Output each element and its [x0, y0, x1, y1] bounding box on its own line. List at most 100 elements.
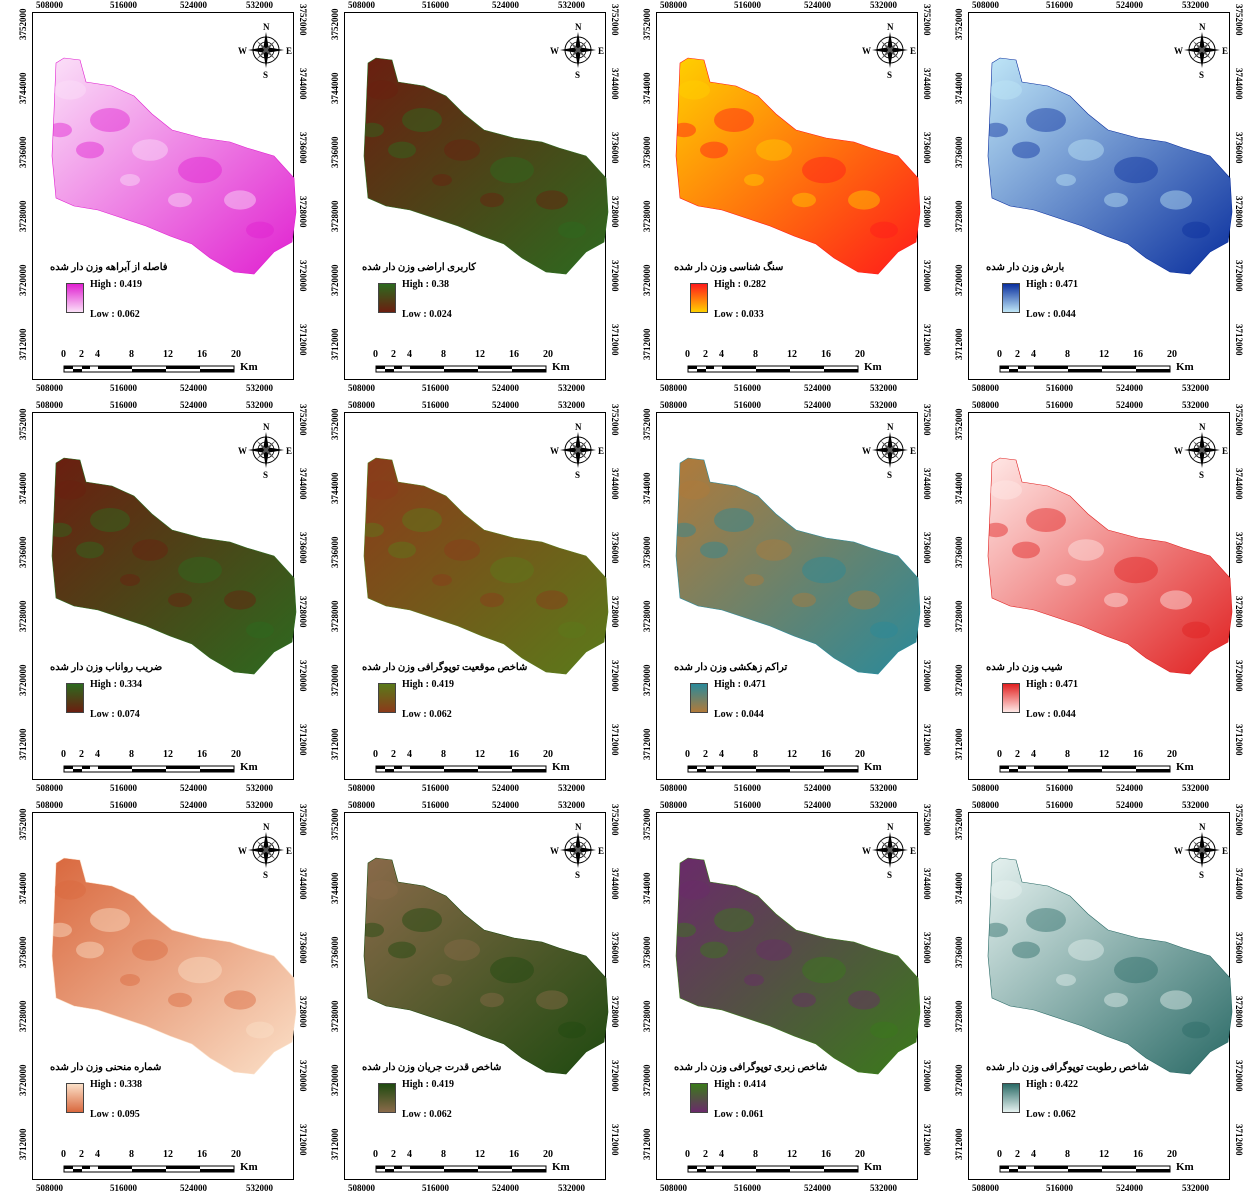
x-tick-label-top: 524000 — [492, 800, 519, 810]
basin-shape — [675, 857, 921, 1075]
x-tick-label-bottom: 516000 — [1046, 383, 1073, 393]
basin-shape — [987, 857, 1233, 1075]
legend-swatch — [690, 283, 708, 313]
compass-letter-s: S — [263, 470, 269, 480]
basin-texture — [364, 80, 586, 239]
x-tick-label-top: 524000 — [1116, 800, 1143, 810]
basin-shape — [363, 57, 609, 275]
scale-bar — [687, 365, 859, 373]
basin-shape — [363, 857, 609, 1075]
compass-letter-n: N — [575, 822, 582, 832]
compass-letter-e: E — [910, 846, 917, 856]
scale-label: 20 — [1167, 349, 1177, 360]
scale-label: 12 — [163, 749, 173, 760]
scale-label: 0 — [685, 1149, 690, 1160]
legend-title: فاصله از آبراهه وزن دار شده — [50, 262, 168, 273]
scale-label: 2 — [79, 349, 84, 360]
scale-bar — [375, 765, 547, 773]
legend-high: High : 0.282 — [714, 279, 766, 290]
scale-label: 4 — [95, 349, 100, 360]
scale-label: 20 — [231, 749, 241, 760]
scale-label: 20 — [543, 749, 553, 760]
scale-bar — [63, 365, 235, 373]
x-tick-label-bottom: 524000 — [804, 1183, 831, 1193]
legend-high: High : 0.419 — [90, 279, 142, 290]
basin-texture — [52, 880, 274, 1039]
scale-label: 2 — [1015, 349, 1020, 360]
scale-label: 8 — [1065, 749, 1070, 760]
x-tick-label-bottom: 532000 — [1182, 1183, 1209, 1193]
compass-letter-e: E — [1222, 46, 1229, 56]
compass-letter-n: N — [1199, 22, 1206, 32]
compass-letter-n: N — [887, 22, 894, 32]
scale-bar — [687, 1165, 859, 1173]
scale-label: 4 — [1031, 1149, 1036, 1160]
scale-label: 4 — [719, 1149, 724, 1160]
compass-letter-n: N — [263, 422, 270, 432]
x-tick-label-top: 524000 — [180, 0, 207, 10]
x-tick-label-bottom: 524000 — [492, 1183, 519, 1193]
scale-label: 2 — [391, 1149, 396, 1160]
x-tick-label-bottom: 524000 — [1116, 383, 1143, 393]
compass-rose-icon — [1184, 832, 1220, 868]
scale-unit: Km — [552, 361, 570, 373]
x-tick-label-top: 516000 — [1046, 0, 1073, 10]
scale-bar — [375, 365, 547, 373]
x-tick-label-top: 508000 — [36, 0, 63, 10]
x-tick-label-top: 508000 — [348, 0, 375, 10]
scale-label: 12 — [1099, 1149, 1109, 1160]
scale-label: 2 — [79, 749, 84, 760]
map-panel: 508000 508000 516000 516000 524000 524000 5320… — [936, 0, 1247, 400]
map-svg — [987, 832, 1233, 1173]
scale-label: 20 — [231, 349, 241, 360]
compass-letter-w: W — [238, 846, 247, 856]
scale-label: 12 — [475, 749, 485, 760]
x-tick-label-bottom: 516000 — [110, 783, 137, 793]
x-tick-label-bottom: 524000 — [180, 783, 207, 793]
scale-unit: Km — [1176, 361, 1194, 373]
scale-label: 12 — [787, 349, 797, 360]
map-panel: 508000 508000 516000 516000 524000 524000 5320… — [0, 800, 312, 1200]
legend-swatch — [690, 1083, 708, 1113]
compass-letter-s: S — [887, 470, 893, 480]
legend-low: Low : 0.044 — [1026, 709, 1076, 720]
compass-letter-s: S — [263, 870, 269, 880]
x-tick-label-bottom: 516000 — [734, 1183, 761, 1193]
scale-label: 4 — [407, 349, 412, 360]
compass-letter-s: S — [1199, 70, 1205, 80]
scale-label: 2 — [391, 349, 396, 360]
map-svg — [363, 432, 609, 773]
compass-letter-n: N — [887, 422, 894, 432]
legend-swatch — [66, 683, 84, 713]
scale-label: 16 — [197, 349, 207, 360]
scale-label: 0 — [373, 1149, 378, 1160]
compass-rose-icon — [560, 32, 596, 68]
scale-label: 16 — [1133, 749, 1143, 760]
x-tick-label-top: 516000 — [422, 400, 449, 410]
x-tick-label-bottom: 532000 — [870, 783, 897, 793]
compass-letter-s: S — [263, 70, 269, 80]
compass-letter-e: E — [286, 846, 293, 856]
x-tick-label-top: 532000 — [246, 400, 273, 410]
scale-label: 0 — [997, 749, 1002, 760]
x-tick-label-top: 508000 — [660, 800, 687, 810]
x-tick-label-top: 516000 — [1046, 800, 1073, 810]
compass-letter-w: W — [238, 46, 247, 56]
scale-unit: Km — [864, 761, 882, 773]
legend-title: شاخص زبری توپوگرافی وزن دار شده — [674, 1062, 828, 1073]
compass-rose-icon — [872, 832, 908, 868]
x-tick-label-top: 532000 — [558, 400, 585, 410]
x-tick-label-bottom: 508000 — [972, 783, 999, 793]
scale-label: 8 — [441, 349, 446, 360]
compass-rose-icon — [1184, 432, 1220, 468]
map-svg — [51, 432, 297, 773]
x-tick-label-bottom: 532000 — [1182, 383, 1209, 393]
map-panel: 508000 508000 516000 516000 524000 524000 5320… — [0, 400, 312, 800]
legend-title: تراکم زهکشی وزن دار شده — [674, 662, 788, 673]
scale-unit: Km — [240, 761, 258, 773]
scale-unit: Km — [552, 761, 570, 773]
compass-letter-e: E — [598, 446, 605, 456]
compass-letter-s: S — [575, 470, 581, 480]
scale-bar — [999, 765, 1171, 773]
x-tick-label-top: 524000 — [804, 800, 831, 810]
